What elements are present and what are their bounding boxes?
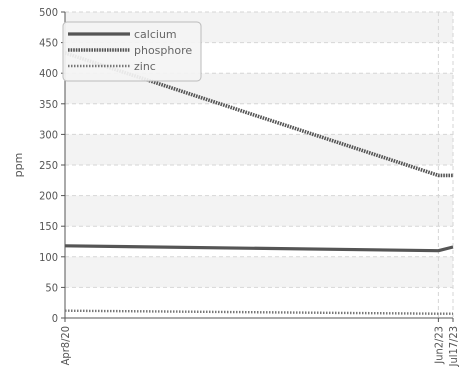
series-line-calcium <box>64 244 454 253</box>
x-tick-label: Apr8/20 <box>59 326 72 365</box>
y-tick-label: 250 <box>39 159 58 172</box>
legend-label-zinc: zinc <box>134 60 156 73</box>
legend: calcium phosphore zinc <box>62 21 202 82</box>
y-tick-label: 500 <box>39 6 58 19</box>
plot-band <box>65 256 453 288</box>
y-tick-label: 350 <box>39 98 58 111</box>
y-tick-label: 100 <box>39 251 58 264</box>
series-line-phosphore <box>64 51 453 178</box>
y-tick-label: 300 <box>39 128 58 141</box>
series-lines <box>64 51 454 315</box>
plot-bands <box>65 12 453 288</box>
plot-band <box>65 195 453 227</box>
legend-label-calcium: calcium <box>134 28 177 41</box>
y-tick-label: 50 <box>45 281 58 294</box>
x-tick-label: Jul17/23 <box>447 326 460 367</box>
legend-box <box>62 21 202 82</box>
y-tick-label: 450 <box>39 37 58 50</box>
y-axis-label: ppm <box>12 153 25 178</box>
plot-band <box>65 134 453 165</box>
x-tick-label: Jun2/23 <box>432 326 445 365</box>
y-tick-label: 200 <box>39 190 58 203</box>
y-tick-label: 400 <box>39 67 58 80</box>
y-tick-label: 150 <box>39 220 58 233</box>
y-tick-label: 0 <box>52 312 58 325</box>
y-tick-labels: 0 50 100 150 200 250 300 350 400 450 500 <box>39 6 65 325</box>
x-tick-labels: Apr8/20 Jun2/23 Jul17/23 <box>59 318 460 367</box>
legend-label-phosphore: phosphore <box>134 44 192 57</box>
series-line-zinc <box>64 309 453 315</box>
